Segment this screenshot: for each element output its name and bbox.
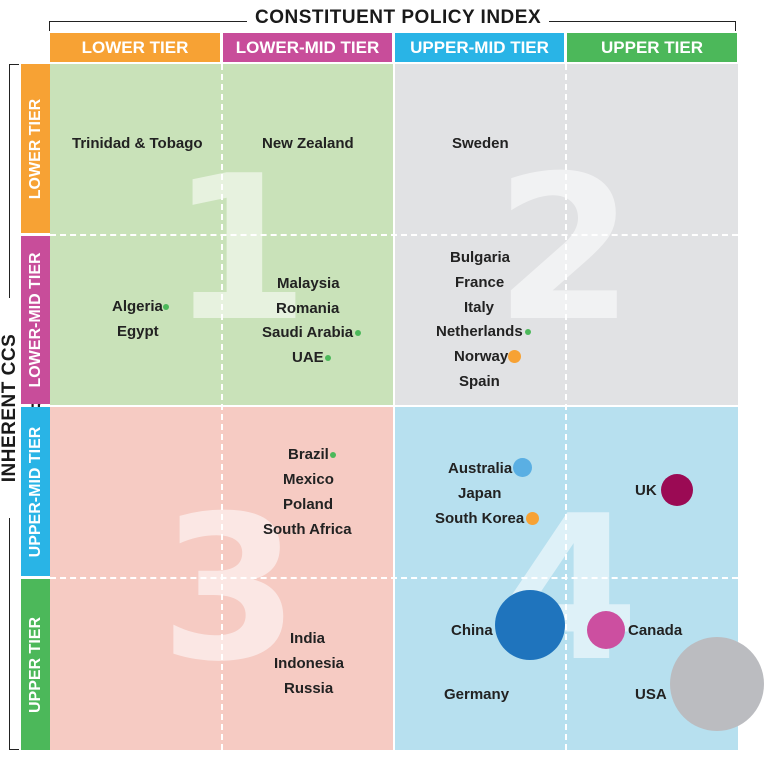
row-header-upper-label: UPPER TIER (26, 616, 44, 713)
quadrant-3-number: 3 (160, 473, 300, 706)
row-header-lower: LOWER TIER (21, 64, 50, 233)
country-saudi-arabia: Saudi Arabia (262, 324, 354, 341)
country-france: France (455, 274, 505, 291)
algeria-dot (163, 304, 169, 310)
country-uk: UK (635, 482, 657, 499)
grid-line-horizontal-3 (50, 577, 738, 579)
top-axis-title: CONSTITUENT POLICY INDEX (247, 7, 550, 29)
china-bubble (495, 590, 565, 660)
row-header-upper: UPPER TIER (21, 579, 50, 750)
country-sweden: Sweden (452, 135, 509, 152)
country-algeria: Algeria (112, 298, 163, 315)
row-header-upper-mid-label: UPPER-MID TIER (26, 426, 44, 557)
usa-bubble (670, 637, 764, 731)
row-header-lower-mid: LOWER-MID TIER (21, 236, 50, 404)
grid-line-horizontal-1 (50, 234, 738, 236)
country-china: China (451, 622, 493, 639)
quadrant-1-number: 1 (170, 133, 310, 366)
grid-line-vertical-1 (221, 64, 223, 750)
column-header-upper-mid: UPPER-MID TIER (395, 33, 564, 62)
uk-bubble (661, 474, 693, 506)
country-netherlands: Netherlands (436, 323, 523, 340)
country-canada: Canada (628, 622, 683, 639)
australia-dot (513, 458, 532, 477)
netherlands-dot (525, 329, 531, 335)
country-italy: Italy (464, 299, 495, 316)
country-trinidad-tobago: Trinidad & Tobago (72, 135, 203, 152)
country-australia: Australia (448, 460, 513, 477)
brazil-dot (330, 452, 336, 458)
country-south-korea: South Korea (435, 510, 525, 527)
country-egypt: Egypt (117, 323, 159, 340)
country-uae: UAE (292, 349, 324, 366)
country-india: India (290, 630, 326, 647)
row-header-upper-mid: UPPER-MID TIER (21, 407, 50, 576)
country-new-zealand: New Zealand (262, 135, 354, 152)
country-south-africa: South Africa (263, 521, 352, 538)
country-japan: Japan (458, 485, 502, 502)
country-germany: Germany (444, 686, 510, 703)
quadrant-2-number: 2 (495, 133, 635, 366)
canada-bubble (587, 611, 625, 649)
norway-dot (508, 350, 521, 363)
country-mexico: Mexico (283, 471, 334, 488)
country-norway: Norway (454, 348, 509, 365)
south-korea-dot (526, 512, 539, 525)
country-indonesia: Indonesia (274, 655, 345, 672)
country-romania: Romania (276, 300, 340, 317)
country-spain: Spain (459, 373, 500, 390)
column-header-lower-mid: LOWER-MID TIER (223, 33, 392, 62)
column-header-upper: UPPER TIER (567, 33, 737, 62)
uae-dot (325, 355, 331, 361)
country-bulgaria: Bulgaria (450, 249, 511, 266)
row-header-lower-label: LOWER TIER (26, 98, 44, 199)
country-brazil: Brazil (288, 446, 329, 463)
country-poland: Poland (283, 496, 334, 513)
country-malaysia: Malaysia (277, 275, 340, 292)
row-header-lower-mid-label: LOWER-MID TIER (26, 252, 44, 388)
country-russia: Russia (284, 680, 334, 697)
country-usa: USA (635, 686, 667, 703)
grid-line-vertical-3 (565, 64, 567, 750)
saudi-arabia-dot (355, 330, 361, 336)
column-header-lower: LOWER TIER (50, 33, 220, 62)
